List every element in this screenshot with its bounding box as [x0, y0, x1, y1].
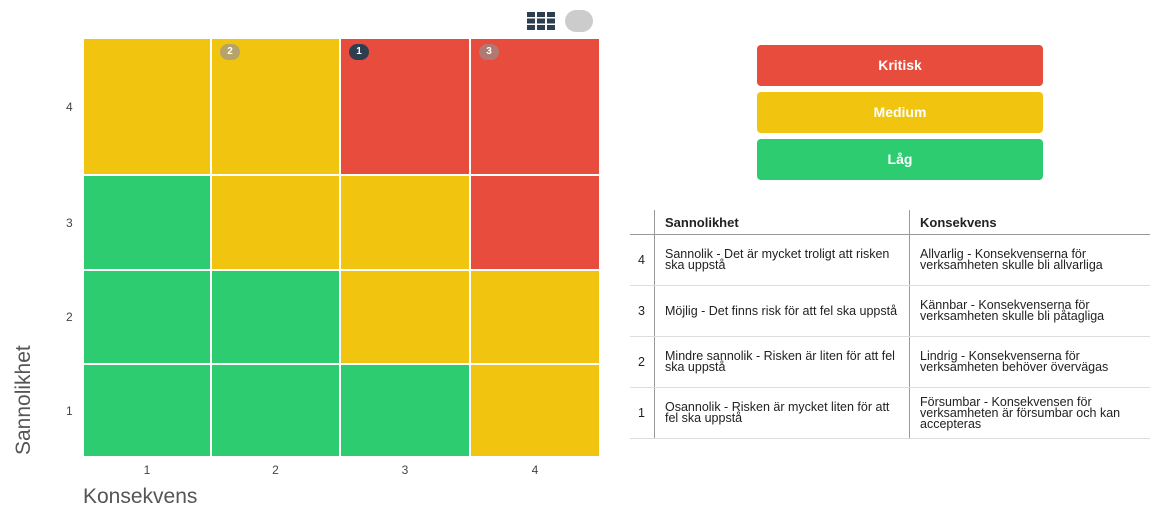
- matrix-cell[interactable]: [83, 270, 211, 364]
- description-table: Sannolikhet Konsekvens 4 Sannolik - Det ä…: [630, 210, 1150, 439]
- risk-badge[interactable]: 2: [220, 44, 240, 60]
- legend-button[interactable]: Medium: [757, 92, 1043, 133]
- row-label: 4: [66, 99, 73, 114]
- table-cell: Allvarlig - Konsekvenserna för verksamhe…: [909, 234, 1150, 286]
- table-row: 4 Sannolik - Det är mycket troligt att ri…: [630, 234, 1150, 286]
- x-axis-label: Konsekvens: [83, 485, 198, 508]
- matrix-cell[interactable]: [211, 270, 340, 364]
- matrix-cell[interactable]: [470, 175, 600, 270]
- matrix-cell[interactable]: [83, 175, 211, 270]
- col-label: 1: [143, 463, 151, 477]
- matrix-cell[interactable]: 1: [340, 38, 470, 175]
- table-cell: Lindrig - Konsekvenserna för verksamhete…: [909, 336, 1150, 388]
- matrix-cell[interactable]: [470, 364, 600, 457]
- legend-button[interactable]: Låg: [757, 139, 1043, 180]
- row-label: 3: [66, 215, 73, 230]
- table-row: 1 Osannolik - Risken är mycket liten för …: [630, 387, 1150, 439]
- matrix-cell[interactable]: [211, 364, 340, 457]
- matrix-cell[interactable]: [340, 270, 470, 364]
- header-cell: Sannolikhet: [654, 210, 910, 235]
- table-cell: 3: [630, 285, 655, 337]
- table-cell: 1: [630, 387, 655, 439]
- table-cell: Möjlig - Det finns risk för att fel ska …: [654, 285, 910, 337]
- header-cell: [630, 210, 655, 235]
- matrix-cell[interactable]: [83, 364, 211, 457]
- legend-button[interactable]: Kritisk: [757, 45, 1043, 86]
- matrix-cell[interactable]: [211, 175, 340, 270]
- row-label: 1: [66, 403, 73, 418]
- table-cell: Försumbar - Konsekvensen för verksamhete…: [909, 387, 1150, 439]
- grid-icon[interactable]: [527, 12, 557, 30]
- risk-badge[interactable]: 3: [479, 44, 499, 60]
- table-header: Sannolikhet Konsekvens: [630, 210, 1150, 235]
- matrix-cell[interactable]: [340, 175, 470, 270]
- header-cell: Konsekvens: [909, 210, 1150, 235]
- table-cell: Mindre sannolik - Risken är liten för at…: [654, 336, 910, 388]
- row-label: 2: [66, 310, 73, 324]
- table-cell: Kännbar - Konsekvenserna för verksamhete…: [909, 285, 1150, 337]
- matrix-cell[interactable]: [83, 38, 211, 175]
- grid-icon-svg: [527, 12, 555, 30]
- table-row: 2 Mindre sannolik - Risken är liten för a…: [630, 336, 1150, 388]
- table-cell: Sannolik - Det är mycket troligt att ris…: [654, 234, 910, 286]
- matrix-cell[interactable]: 3: [470, 38, 600, 175]
- table-cell: Osannolik - Risken är mycket liten för a…: [654, 387, 910, 439]
- col-label: 2: [272, 463, 279, 477]
- matrix-cell[interactable]: 2: [211, 38, 340, 175]
- table-cell: 2: [630, 336, 655, 388]
- toggle[interactable]: [565, 10, 593, 32]
- table-row: 3 Möjlig - Det finns risk för att fel ska…: [630, 285, 1150, 337]
- risk-badge[interactable]: 1: [349, 44, 369, 60]
- col-label: 4: [531, 463, 539, 477]
- col-label: 3: [401, 463, 409, 477]
- table-cell: 4: [630, 234, 655, 286]
- matrix-cell[interactable]: [340, 364, 470, 457]
- matrix-cell[interactable]: [470, 270, 600, 364]
- y-axis-label: Sannolikhet: [12, 345, 35, 455]
